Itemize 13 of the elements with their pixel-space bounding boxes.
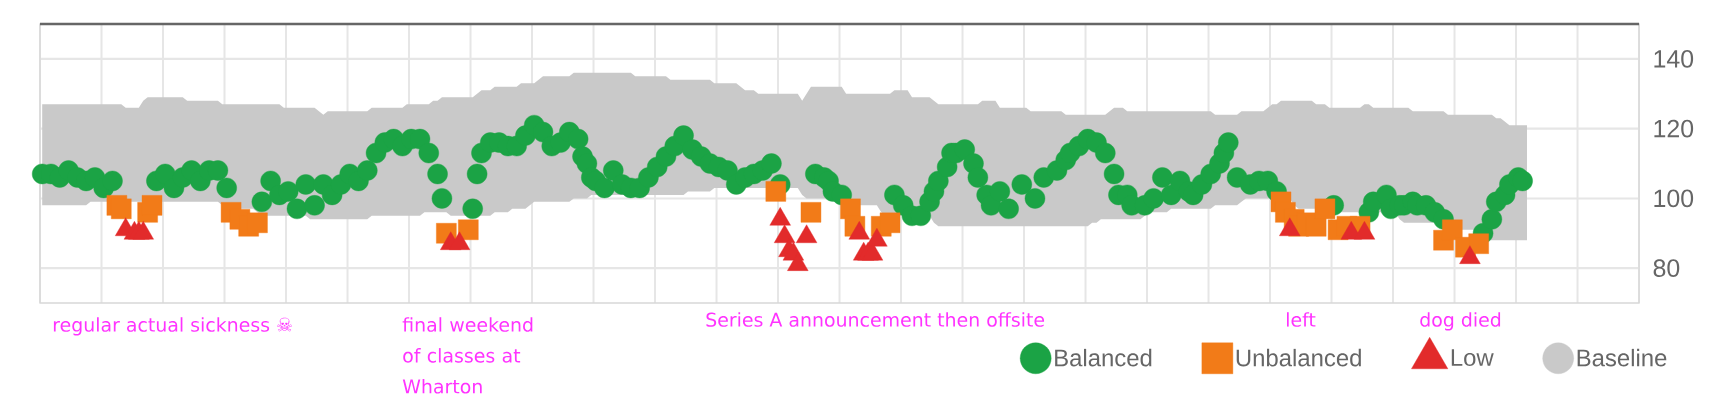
y-tick-label: 140 [1654,50,1694,68]
legend-label: Unbalanced [1236,348,1361,367]
text: left [1287,312,1316,327]
text: Series A announcement then offsite [706,312,1045,327]
legend-label: Low [1451,349,1494,366]
text: regular actual sickness ☠ [53,317,292,336]
y-tick-label: 80 [1653,259,1680,277]
legend-label: Balanced [1055,348,1152,367]
text: dog died [1420,312,1501,331]
text: final weekend of classes at Wharton [402,317,533,394]
y-tick-label: 120 [1654,119,1694,138]
y-tick-label: 100 [1654,189,1694,208]
legend-label: Baseline [1577,348,1667,367]
